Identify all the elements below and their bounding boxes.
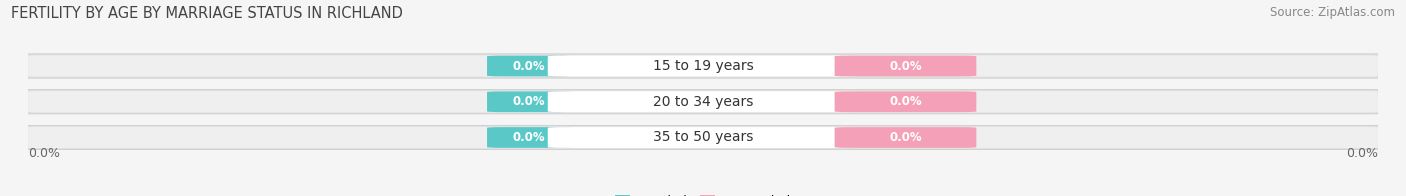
- FancyBboxPatch shape: [486, 127, 571, 148]
- FancyBboxPatch shape: [486, 56, 571, 76]
- FancyBboxPatch shape: [8, 125, 1398, 150]
- Text: 0.0%: 0.0%: [513, 60, 546, 73]
- FancyBboxPatch shape: [8, 90, 1398, 114]
- Text: 0.0%: 0.0%: [513, 95, 546, 108]
- FancyBboxPatch shape: [28, 55, 1378, 77]
- FancyBboxPatch shape: [28, 127, 1378, 148]
- Text: FERTILITY BY AGE BY MARRIAGE STATUS IN RICHLAND: FERTILITY BY AGE BY MARRIAGE STATUS IN R…: [11, 6, 404, 21]
- FancyBboxPatch shape: [548, 91, 858, 112]
- Text: 0.0%: 0.0%: [1346, 147, 1378, 160]
- Text: 0.0%: 0.0%: [889, 95, 922, 108]
- Text: 0.0%: 0.0%: [513, 131, 546, 144]
- Text: 0.0%: 0.0%: [889, 60, 922, 73]
- Text: Source: ZipAtlas.com: Source: ZipAtlas.com: [1270, 6, 1395, 19]
- Text: 0.0%: 0.0%: [28, 147, 60, 160]
- FancyBboxPatch shape: [835, 127, 976, 148]
- Text: 35 to 50 years: 35 to 50 years: [652, 131, 754, 144]
- FancyBboxPatch shape: [486, 91, 571, 112]
- FancyBboxPatch shape: [835, 91, 976, 112]
- Text: 20 to 34 years: 20 to 34 years: [652, 95, 754, 109]
- FancyBboxPatch shape: [548, 127, 858, 148]
- FancyBboxPatch shape: [28, 91, 1378, 113]
- Text: 15 to 19 years: 15 to 19 years: [652, 59, 754, 73]
- FancyBboxPatch shape: [835, 56, 976, 76]
- FancyBboxPatch shape: [548, 56, 858, 76]
- FancyBboxPatch shape: [8, 54, 1398, 78]
- Legend: Married, Unmarried: Married, Unmarried: [610, 190, 796, 196]
- Text: 0.0%: 0.0%: [889, 131, 922, 144]
